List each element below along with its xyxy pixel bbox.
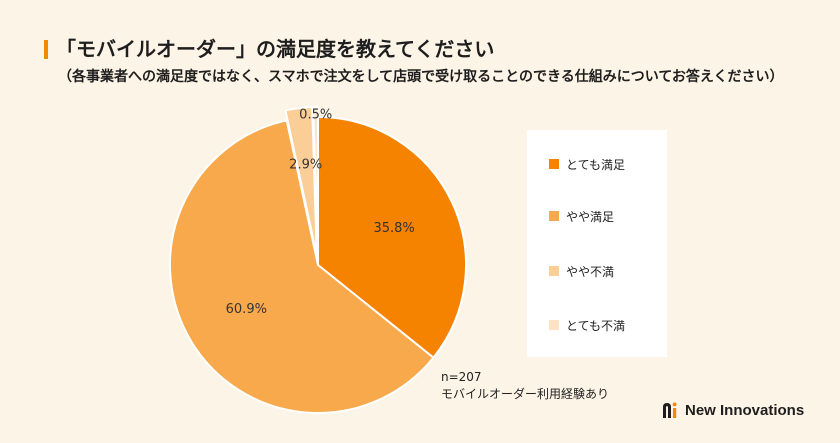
new-innovations-logo-icon: [663, 402, 677, 418]
legend-swatch: [549, 266, 559, 276]
pie-slice-somewhat-dissatisfied: [284, 106, 318, 257]
legend-label: とても満足: [566, 157, 626, 172]
legend-swatch: [549, 320, 559, 330]
data-label-somewhat-satisfied: 60.9%: [226, 302, 267, 317]
legend-item-very-satisfied: とても満足: [549, 156, 625, 172]
pie-slice-very-satisfied: [317, 116, 467, 359]
legend-label: とても不満: [566, 318, 626, 333]
legend-item-somewhat-satisfied: やや満足: [549, 208, 614, 224]
legend-swatch: [549, 159, 559, 169]
pie-slice-very-dissatisfied: [312, 106, 319, 257]
data-label-very-dissatisfied: 0.5%: [299, 108, 332, 123]
sample-size-note: n=207: [441, 370, 482, 384]
legend-label: やや満足: [566, 209, 615, 224]
respondent-condition-note: モバイルオーダー利用経験あり: [441, 387, 610, 401]
brand-logo: New Innovations: [662, 400, 804, 420]
data-label-somewhat-dissatisfied: 2.9%: [289, 158, 322, 173]
legend: とても満足 やや満足 やや不満 とても不満: [527, 130, 667, 357]
legend-item-somewhat-dissatisfied: やや不満: [549, 263, 614, 279]
chart-title: 「モバイルオーダー」の満足度を教えてください: [56, 37, 495, 61]
pie-slices: [169, 106, 467, 414]
legend-item-very-dissatisfied: とても不満: [549, 317, 625, 333]
legend-label: やや不満: [566, 264, 615, 279]
pie-slice-somewhat-satisfied: [169, 119, 435, 414]
data-label-very-satisfied: 35.8%: [373, 221, 414, 236]
brand-name: New Innovations: [685, 401, 805, 419]
chart-subtitle: （各事業者への満足度ではなく、スマホで注文をして店頭で受け取ることのできる仕組み…: [58, 69, 784, 85]
legend-swatch: [549, 211, 559, 221]
data-labels: 35.8% 60.9% 2.9% 0.5%: [226, 108, 415, 317]
title-accent-bar: [44, 40, 48, 59]
